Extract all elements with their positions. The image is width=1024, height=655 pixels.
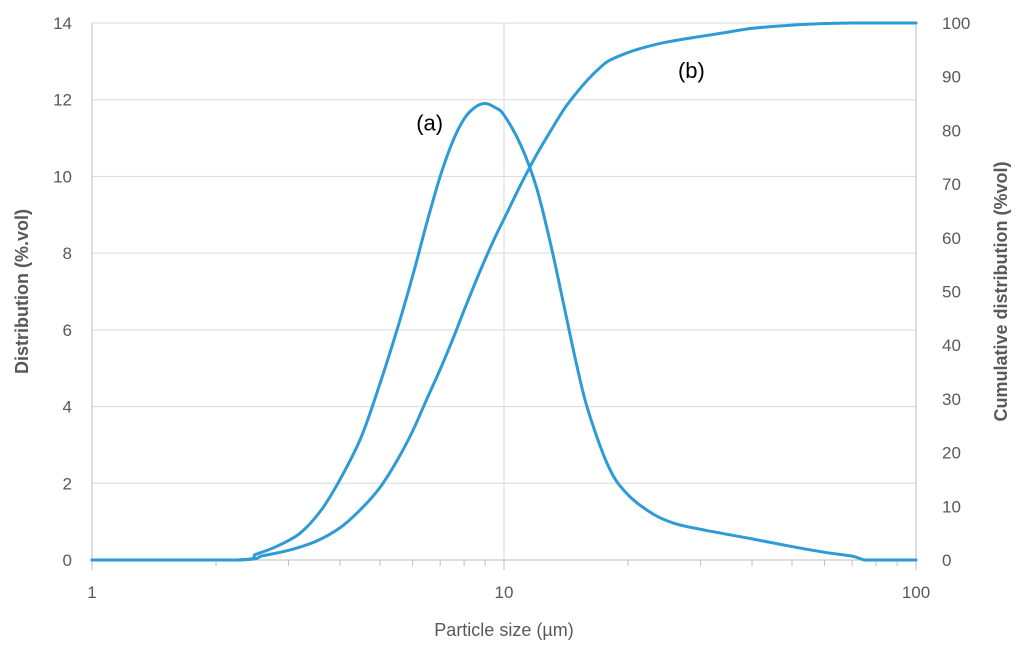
grid bbox=[91, 22, 917, 561]
y-tick-label-right: 30 bbox=[942, 390, 961, 409]
y-tick-label-right: 10 bbox=[942, 497, 961, 516]
y-tick-label-right: 90 bbox=[942, 68, 961, 87]
y-tick-label-left: 6 bbox=[63, 321, 72, 340]
y-axis-title-left: Distribution (%.vol) bbox=[12, 209, 32, 374]
y-tick-label-right: 70 bbox=[942, 175, 961, 194]
annotation-distribution: (a) bbox=[416, 110, 443, 135]
series-layer bbox=[90, 21, 918, 562]
y-tick-label-left: 2 bbox=[63, 474, 72, 493]
x-tick-label: 100 bbox=[902, 583, 930, 602]
y-tick-label-right: 0 bbox=[942, 551, 951, 570]
series-line-distribution bbox=[90, 102, 918, 562]
labels: 1 10 100 0 2 4 6 8 10 12 14 0 10 20 30 40 50 60 70 80 90 100 (… bbox=[53, 14, 970, 602]
y-tick-label-left: 14 bbox=[53, 14, 72, 33]
annotation-cumulative: (b) bbox=[678, 58, 705, 83]
y-tick-label-right: 40 bbox=[942, 336, 961, 355]
x-axis-title: Particle size (µm) bbox=[434, 620, 573, 640]
y-tick-label-right: 100 bbox=[942, 14, 970, 33]
series-line-cumulative bbox=[90, 21, 918, 562]
x-tick-label: 10 bbox=[495, 583, 514, 602]
y-tick-label-right: 50 bbox=[942, 283, 961, 302]
y-tick-label-left: 10 bbox=[53, 167, 72, 186]
y-tick-label-left: 8 bbox=[63, 244, 72, 263]
y-tick-label-right: 20 bbox=[942, 444, 961, 463]
y-tick-label-right: 80 bbox=[942, 121, 961, 140]
x-tick-label: 1 bbox=[87, 583, 96, 602]
y-axis-title-right: Cumulative distribution (%vol) bbox=[991, 161, 1011, 421]
y-tick-label-right: 60 bbox=[942, 229, 961, 248]
y-tick-label-left: 4 bbox=[63, 398, 72, 417]
y-tick-label-left: 0 bbox=[63, 551, 72, 570]
y-tick-label-left: 12 bbox=[53, 91, 72, 110]
